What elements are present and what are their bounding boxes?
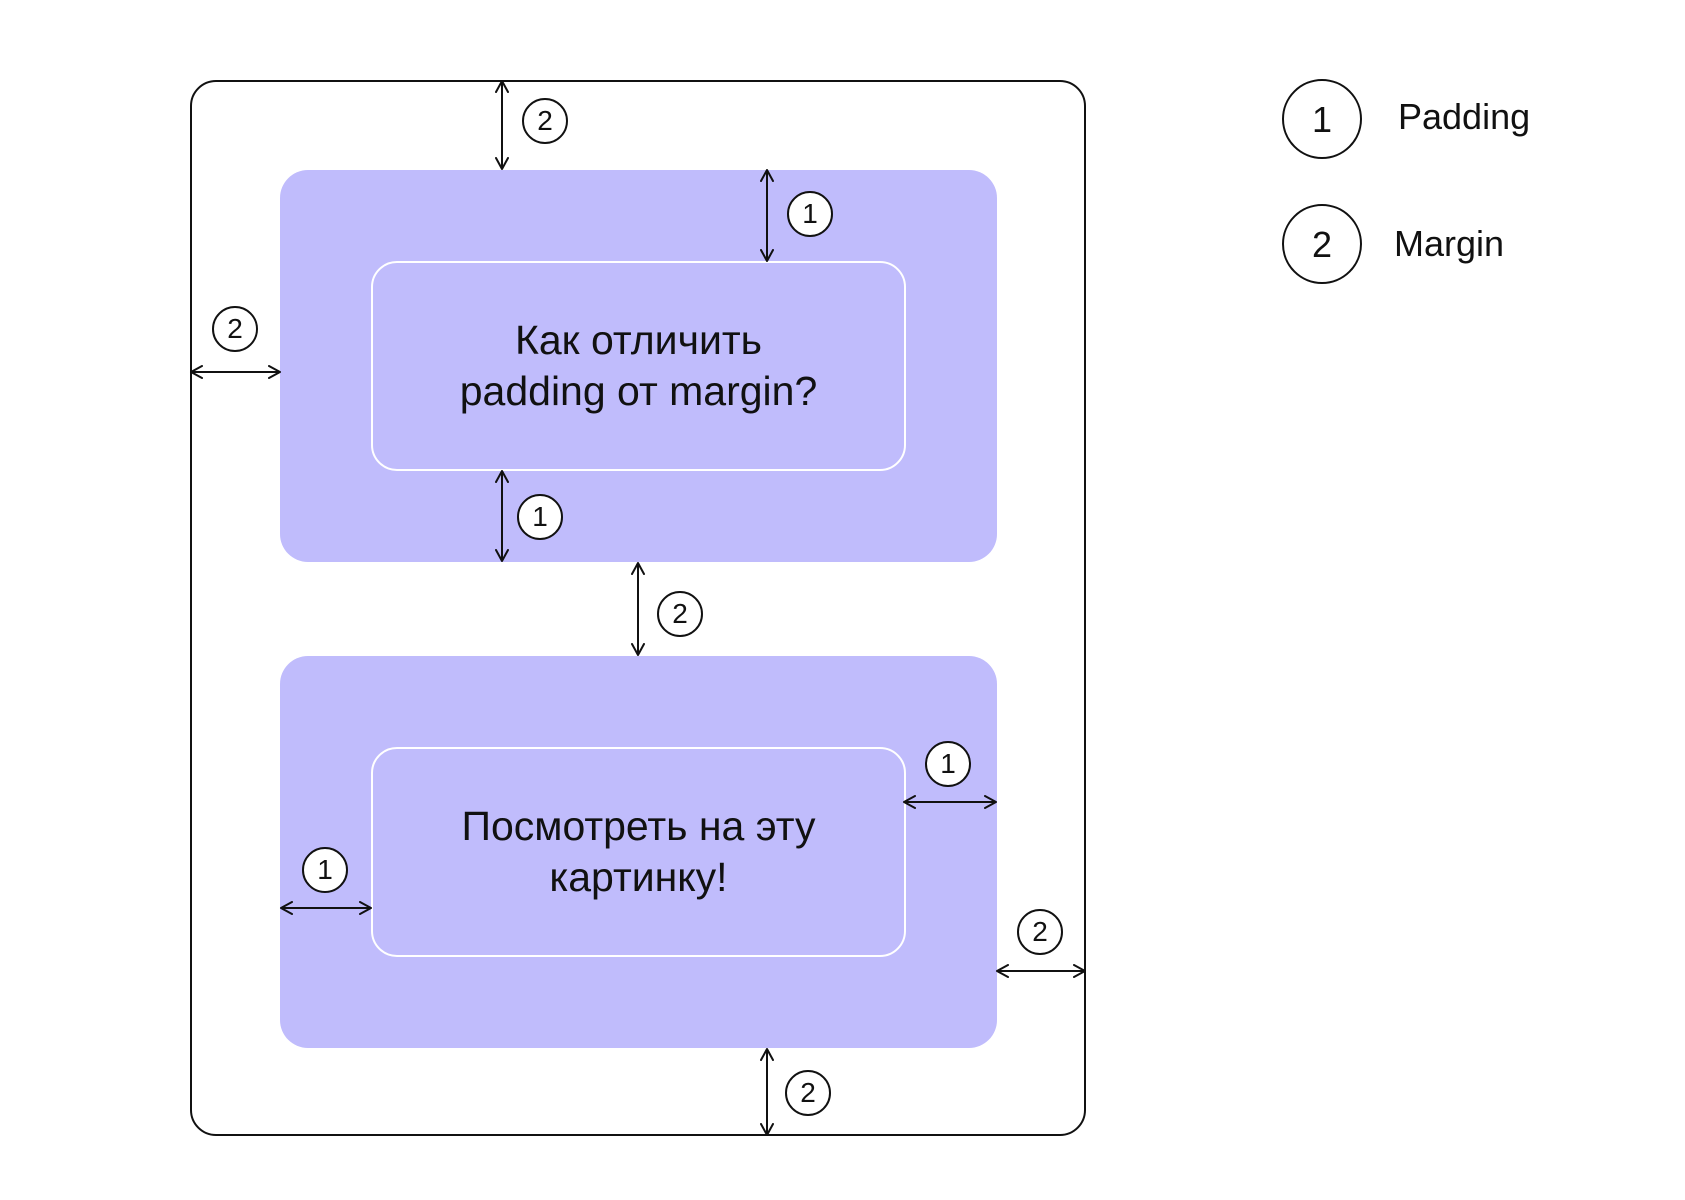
svg-text:1: 1 xyxy=(940,748,956,779)
svg-text:1: 1 xyxy=(532,501,548,532)
svg-text:2: 2 xyxy=(1312,224,1332,265)
number-badge-icon: 1 xyxy=(517,494,563,540)
number-badge-icon: 2 xyxy=(657,591,703,637)
svg-text:1: 1 xyxy=(317,854,333,885)
number-badge-icon: 2 xyxy=(1017,909,1063,955)
number-badge-icon: 2 xyxy=(522,98,568,144)
outer-container xyxy=(190,80,1086,1136)
box-bottom: Посмотреть на эту картинку! xyxy=(280,656,997,1048)
svg-text:2: 2 xyxy=(672,598,688,629)
box-top-text: Как отличить padding от margin? xyxy=(459,317,818,414)
svg-text:2: 2 xyxy=(800,1077,816,1108)
svg-text:1: 1 xyxy=(1312,99,1332,140)
number-badge-icon: 1 xyxy=(787,191,833,237)
content-area-bottom: Посмотреть на эту картинку! xyxy=(371,747,906,957)
svg-text:2: 2 xyxy=(227,313,243,344)
box-bottom-text: Посмотреть на эту картинку! xyxy=(461,803,816,900)
legend-badge-padding: 1 xyxy=(1282,79,1362,159)
legend-badge-margin: 2 xyxy=(1282,204,1362,284)
number-badge-icon: 2 xyxy=(212,306,258,352)
svg-text:2: 2 xyxy=(537,105,553,136)
content-area-top: Как отличить padding от margin? xyxy=(371,261,906,471)
number-badge-icon: 2 xyxy=(785,1070,831,1116)
svg-text:2: 2 xyxy=(1032,916,1048,947)
svg-text:1: 1 xyxy=(802,198,818,229)
legend-label-margin: Margin xyxy=(1394,223,1505,264)
legend-label-padding: Padding xyxy=(1398,96,1531,137)
number-badge-icon: 1 xyxy=(302,847,348,893)
box-top: Как отличить padding от margin? xyxy=(280,170,997,562)
number-badge-icon: 1 xyxy=(925,741,971,787)
